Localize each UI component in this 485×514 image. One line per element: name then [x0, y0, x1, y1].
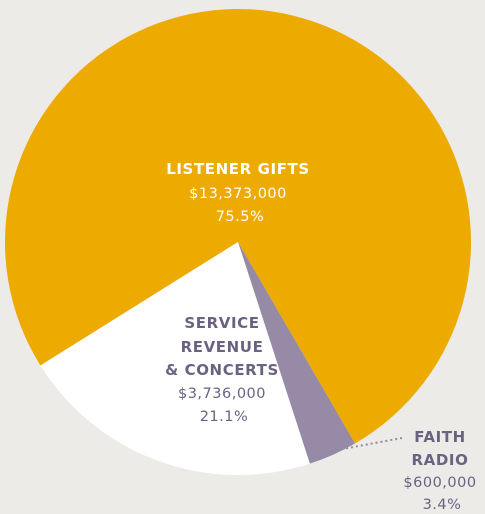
pie-slice-service — [40, 242, 310, 475]
faith-radio-amount: $600,000 — [403, 475, 476, 491]
pie-slice-faith — [238, 242, 356, 464]
service-revenue-name-line3: & CONCERTS — [165, 361, 279, 379]
service-revenue-amount: $3,736,000 — [178, 386, 266, 402]
service-revenue-percent: 21.1% — [200, 409, 249, 425]
service-revenue-name-line1: SERVICE — [184, 314, 259, 332]
faith-radio-percent: 3.4% — [423, 497, 462, 513]
listener-gifts-name: LISTENER GIFTS — [166, 160, 310, 178]
faith-radio-label: FAITH RADIO $600,000 3.4% — [403, 428, 480, 513]
service-revenue-name-line2: REVENUE — [181, 338, 264, 356]
listener-gifts-label: LISTENER GIFTS $13,373,000 75.5% — [166, 160, 314, 225]
service-revenue-label: SERVICE REVENUE & CONCERTS $3,736,000 21… — [165, 314, 283, 425]
faith-radio-leader-line — [331, 437, 403, 453]
listener-gifts-percent: 75.5% — [216, 209, 265, 225]
pie-slices — [4, 9, 471, 475]
pie-slice-listener — [4, 9, 471, 444]
faith-radio-name-line2: RADIO — [412, 451, 469, 469]
listener-gifts-amount: $13,373,000 — [189, 186, 287, 202]
faith-radio-name-line1: FAITH — [414, 428, 466, 446]
